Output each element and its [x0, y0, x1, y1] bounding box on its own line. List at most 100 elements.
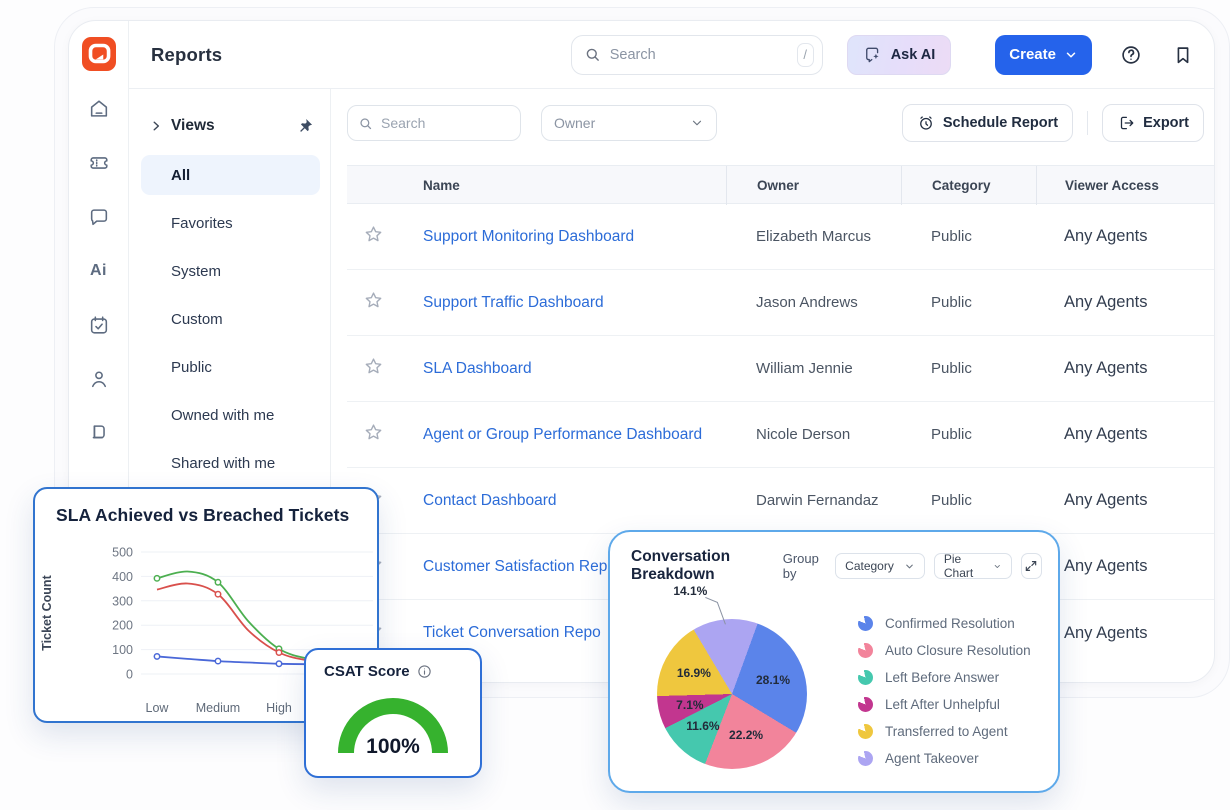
- help-icon[interactable]: [1118, 42, 1144, 68]
- sla-chart-title: SLA Achieved vs Breached Tickets: [56, 505, 350, 525]
- report-search-input[interactable]: [381, 115, 491, 131]
- csat-gauge: [327, 689, 459, 760]
- report-name-link[interactable]: Ticket Conversation Repo: [423, 624, 601, 641]
- legend-item: Left Before Answer: [858, 669, 1031, 686]
- export-label: Export: [1143, 115, 1189, 131]
- report-name-link[interactable]: Contact Dashboard: [423, 491, 557, 509]
- chevron-right-icon: [153, 121, 160, 131]
- export-icon: [1120, 116, 1134, 130]
- table-header: Name Owner Category Viewer Access: [347, 165, 1214, 205]
- report-name-link[interactable]: SLA Dashboard: [423, 359, 532, 377]
- legend-pie-glyph: [858, 697, 873, 712]
- report-name-link[interactable]: Support Monitoring Dashboard: [423, 227, 635, 245]
- owner-filter-label: Owner: [554, 115, 596, 131]
- tasks-icon[interactable]: [87, 313, 111, 337]
- tickets-icon[interactable]: [87, 151, 111, 175]
- svg-text:High: High: [266, 701, 292, 715]
- report-owner: Jason Andrews: [756, 294, 858, 311]
- ai-sparkle-chat-icon: [865, 47, 879, 62]
- report-name-link[interactable]: Agent or Group Performance Dashboard: [423, 425, 703, 443]
- table-row: Support Traffic Dashboard Jason Andrews …: [347, 270, 1214, 336]
- chart-type-value: Pie Chart: [943, 552, 974, 580]
- info-icon[interactable]: [417, 664, 432, 679]
- owner-filter-select[interactable]: Owner: [541, 105, 717, 141]
- star-icon[interactable]: [363, 224, 384, 245]
- svg-text:Low: Low: [146, 701, 170, 715]
- legend-item: Confirmed Resolution: [858, 615, 1031, 632]
- report-viewer-access: Any Agents: [1064, 359, 1148, 377]
- table-row: Contact Dashboard Darwin Fernandaz Publi…: [347, 468, 1214, 534]
- legend-pie-glyph: [858, 724, 873, 739]
- pie-slice-label: 14.1%: [673, 584, 708, 599]
- global-search[interactable]: /: [570, 34, 823, 75]
- views-section-label: Views: [171, 117, 215, 134]
- pin-icon[interactable]: [296, 117, 314, 135]
- pie-slice-label: 22.2%: [729, 728, 764, 743]
- column-header-viewer-access[interactable]: Viewer Access: [1036, 166, 1214, 205]
- chat-icon[interactable]: [87, 205, 111, 229]
- ask-ai-button[interactable]: Ask AI: [846, 34, 952, 75]
- main-content: Owner Schedule Report Export: [331, 89, 1214, 682]
- column-header-owner[interactable]: Owner: [726, 166, 901, 205]
- view-item-public[interactable]: Public: [171, 358, 212, 376]
- report-viewer-access: Any Agents: [1064, 623, 1148, 642]
- report-viewer-access: Any Agents: [1064, 293, 1148, 311]
- column-header-category[interactable]: Category: [901, 166, 1036, 205]
- svg-text:300: 300: [112, 594, 133, 608]
- schedule-clock-icon: [919, 116, 932, 130]
- view-item-favorites[interactable]: Favorites: [171, 214, 233, 232]
- view-item-all[interactable]: All: [141, 155, 320, 195]
- view-item-system[interactable]: System: [171, 262, 222, 280]
- knowledge-base-icon[interactable]: [87, 421, 111, 445]
- report-owner: Nicole Derson: [756, 426, 851, 443]
- report-owner: William Jennie: [756, 360, 853, 377]
- pie-slice-label: 11.6%: [686, 719, 720, 734]
- page-title: Reports: [151, 43, 223, 65]
- pie-legend: Confirmed Resolution Auto Closure Resolu…: [858, 615, 1031, 767]
- report-name-link[interactable]: Customer Satisfaction Rep: [423, 557, 608, 575]
- contacts-icon[interactable]: [87, 367, 111, 391]
- home-icon[interactable]: [87, 97, 111, 121]
- create-label: Create: [1009, 46, 1056, 63]
- star-icon[interactable]: [363, 422, 384, 443]
- chart-type-select[interactable]: Pie Chart: [933, 552, 1012, 580]
- csat-title: CSAT Score: [324, 663, 410, 680]
- pie-slice-label: 16.9%: [676, 666, 711, 681]
- report-search[interactable]: [347, 105, 521, 141]
- create-button[interactable]: Create: [995, 34, 1092, 75]
- brand-logo: [81, 37, 116, 71]
- report-category: Public: [931, 492, 972, 509]
- svg-text:400: 400: [112, 570, 133, 584]
- view-item-shared-with-me[interactable]: Shared with me: [171, 454, 276, 472]
- views-section-header[interactable]: Views: [141, 111, 320, 141]
- view-item-owned-with-me[interactable]: Owned with me: [171, 406, 275, 424]
- bookmark-icon[interactable]: [1170, 42, 1196, 68]
- column-header-name[interactable]: Name: [423, 178, 460, 193]
- group-by-select[interactable]: Category: [835, 553, 925, 579]
- svg-text:Ticket Count: Ticket Count: [40, 574, 54, 650]
- report-viewer-access: Any Agents: [1064, 491, 1148, 509]
- report-viewer-access: Any Agents: [1064, 557, 1148, 575]
- legend-item: Agent Takeover: [858, 750, 1031, 767]
- expand-icon[interactable]: [1020, 553, 1042, 579]
- report-category: Public: [931, 360, 972, 377]
- ai-icon[interactable]: Ai: [90, 262, 107, 279]
- legend-item: Auto Closure Resolution: [858, 642, 1031, 659]
- star-icon[interactable]: [363, 356, 384, 377]
- report-owner: Elizabeth Marcus: [756, 228, 872, 245]
- star-icon[interactable]: [363, 290, 384, 311]
- pie-slice-label: 7.1%: [676, 697, 704, 712]
- global-search-input[interactable]: [609, 46, 797, 63]
- csat-value: 100%: [366, 735, 420, 758]
- schedule-report-button[interactable]: Schedule Report: [901, 104, 1074, 142]
- legend-pie-glyph: [858, 616, 873, 631]
- group-by-value: Category: [845, 559, 894, 573]
- table-row: SLA Dashboard William Jennie Public Any …: [347, 336, 1214, 402]
- report-category: Public: [931, 426, 972, 443]
- export-button[interactable]: Export: [1102, 104, 1204, 142]
- table-row: Support Monitoring Dashboard Elizabeth M…: [347, 204, 1214, 270]
- pie-slice-label: 28.1%: [756, 672, 791, 687]
- view-item-custom[interactable]: Custom: [171, 310, 223, 328]
- report-name-link[interactable]: Support Traffic Dashboard: [423, 293, 604, 311]
